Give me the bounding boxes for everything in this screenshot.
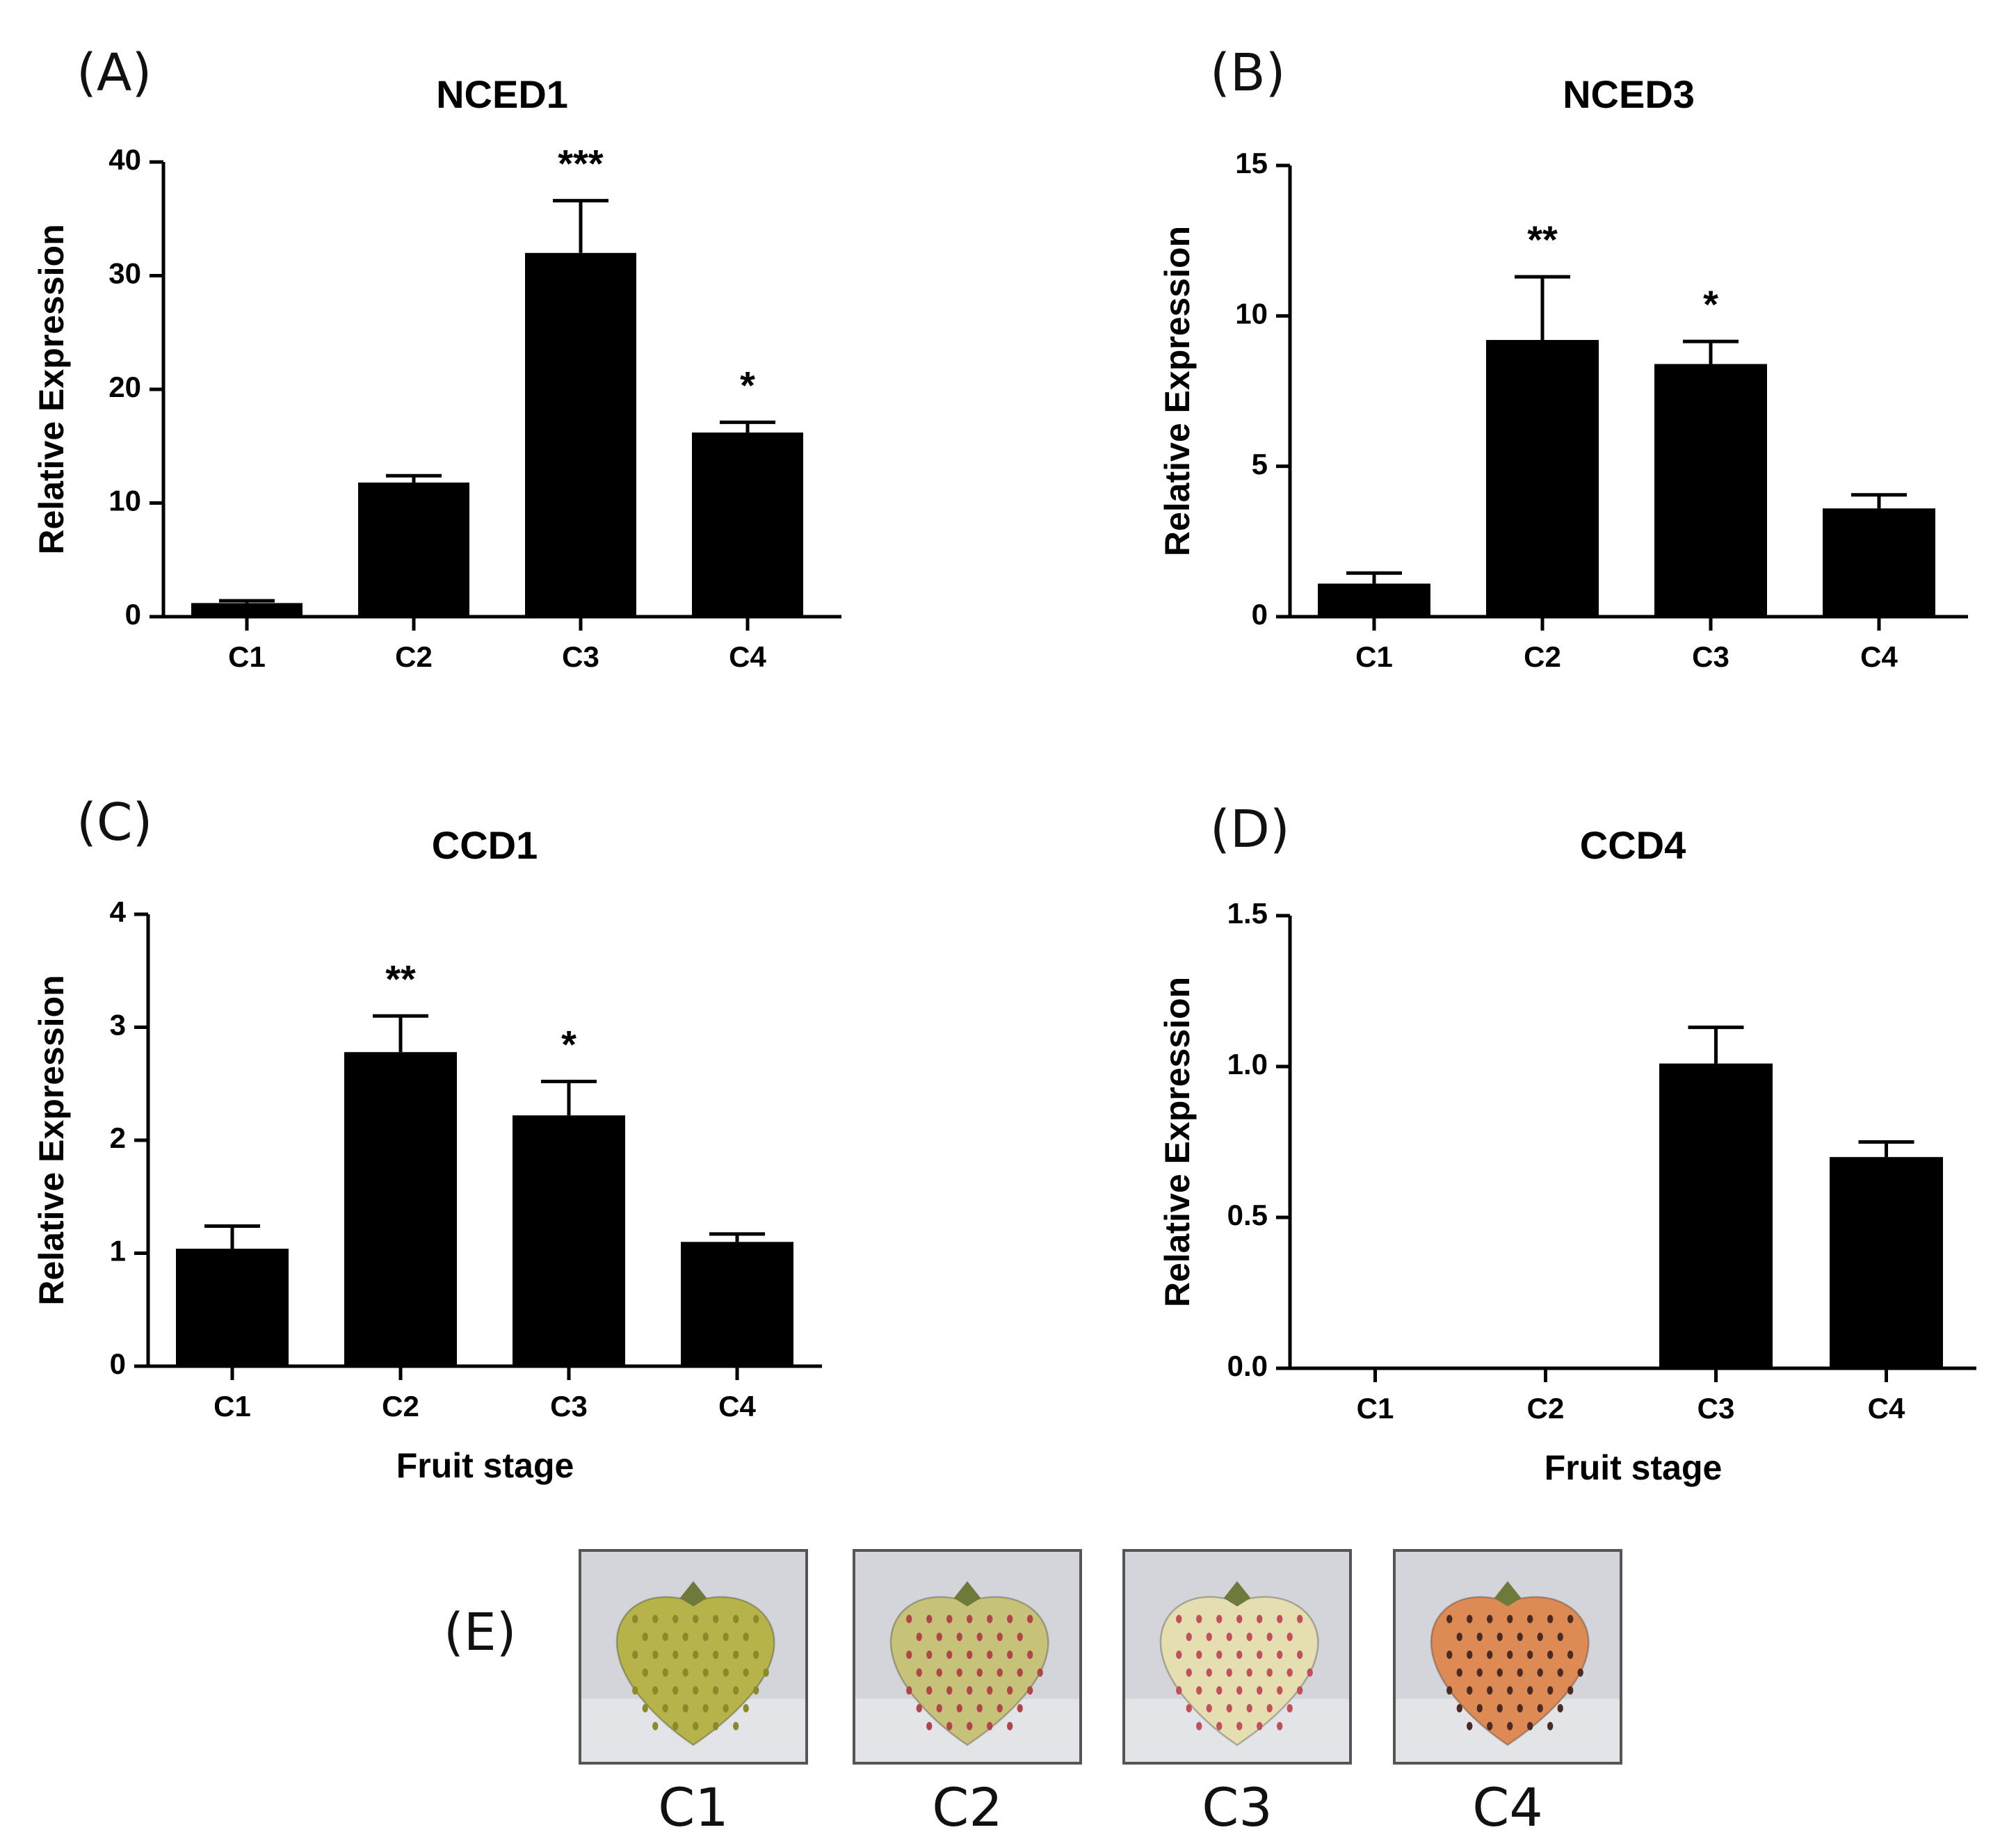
chart-4-y-tick-label: 0.0 xyxy=(1227,1349,1268,1382)
chart-3-x-tick-label: C1 xyxy=(213,1390,251,1423)
panel-label-e: (E) xyxy=(444,1603,517,1662)
chart-2-bar-c2 xyxy=(1486,339,1599,617)
chart-4-bar-c3 xyxy=(1659,1063,1773,1368)
chart-3-bar-c4 xyxy=(681,1242,793,1366)
fruit-photo-c2 xyxy=(853,1549,1082,1765)
chart-2-significance-marker: * xyxy=(1703,282,1718,326)
chart-2-y-tick-label: 5 xyxy=(1252,448,1268,480)
chart-2-x-tick-label: C4 xyxy=(1860,640,1898,673)
chart-3-y-axis-label: Relative Expression xyxy=(32,975,71,1305)
chart-4-y-tick-label: 1.0 xyxy=(1227,1048,1268,1080)
chart-1-bar-c3 xyxy=(525,252,636,617)
chart-1-bar-c2 xyxy=(358,483,469,617)
chart-2-bar-c1 xyxy=(1318,583,1430,617)
chart-1-x-tick-label: C3 xyxy=(562,640,599,673)
chart-2-title: NCED3 xyxy=(1563,72,1695,116)
chart-2-x-tick-label: C1 xyxy=(1355,640,1393,673)
chart-2-x-tick-label: C3 xyxy=(1692,640,1729,673)
chart-4-x-tick-label: C3 xyxy=(1697,1392,1735,1425)
chart-3-y-tick-label: 3 xyxy=(110,1009,126,1041)
fruit-image xyxy=(1396,1552,1620,1762)
chart-3-y-tick-label: 1 xyxy=(110,1235,126,1267)
chart-3-significance-marker: * xyxy=(561,1023,576,1067)
photo-caption: C3 xyxy=(1202,1776,1273,1838)
chart-3-bar-c2 xyxy=(344,1052,457,1366)
chart-4-title: CCD4 xyxy=(1580,823,1686,867)
chart-2-y-tick-label: 10 xyxy=(1235,297,1268,330)
photo-caption: C4 xyxy=(1472,1776,1543,1838)
chart-1-y-tick-label: 20 xyxy=(108,371,141,403)
chart-1-significance-marker: * xyxy=(740,363,755,407)
chart-3-y-tick-label: 0 xyxy=(110,1347,126,1380)
chart-3-y-tick-label: 4 xyxy=(110,895,127,928)
chart-3-title: CCD1 xyxy=(432,823,538,867)
chart-3-bar-c3 xyxy=(513,1115,625,1366)
chart-2-bar-c3 xyxy=(1654,364,1767,617)
chart-1-title: NCED1 xyxy=(436,72,568,116)
chart-1-x-tick-label: C2 xyxy=(395,640,433,673)
fruit-photo-c3 xyxy=(1122,1549,1352,1765)
chart-1-y-axis-label: Relative Expression xyxy=(32,224,71,554)
chart-3-bar-c1 xyxy=(176,1249,289,1366)
chart-1-y-tick-label: 40 xyxy=(108,143,141,176)
chart-1-y-tick-label: 0 xyxy=(125,598,141,631)
photo-caption: C1 xyxy=(658,1776,729,1838)
chart-4-x-tick-label: C1 xyxy=(1357,1392,1394,1425)
fruit-image xyxy=(855,1552,1079,1762)
panel-label-c: (C) xyxy=(76,793,153,852)
chart-3-y-tick-label: 2 xyxy=(110,1121,126,1154)
chart-4-x-axis-label: Fruit stage xyxy=(1545,1448,1723,1487)
chart-1-bar-c1 xyxy=(191,603,303,617)
chart-4-bar-c4 xyxy=(1830,1157,1943,1368)
chart-4-y-tick-label: 0.5 xyxy=(1227,1199,1268,1231)
chart-4-x-tick-label: C2 xyxy=(1527,1392,1565,1425)
fruit-image xyxy=(1125,1552,1349,1762)
fruit-photo-c1 xyxy=(579,1549,808,1765)
fruit-photo-c4 xyxy=(1393,1549,1622,1765)
chart-4-x-tick-label: C4 xyxy=(1868,1392,1905,1425)
chart-3-x-tick-label: C4 xyxy=(718,1390,756,1423)
panel-label-b: (B) xyxy=(1210,43,1286,103)
panel-label-d: (D) xyxy=(1210,800,1290,859)
chart-3-x-tick-label: C2 xyxy=(382,1390,419,1423)
chart-1-y-tick-label: 10 xyxy=(108,485,141,517)
chart-2-y-axis-label: Relative Expression xyxy=(1158,226,1197,556)
fruit-image xyxy=(581,1552,805,1762)
chart-1-bar-c4 xyxy=(692,432,803,617)
photo-caption: C2 xyxy=(932,1776,1003,1838)
chart-2-bar-c4 xyxy=(1823,508,1935,617)
chart-1-x-tick-label: C1 xyxy=(228,640,266,673)
chart-1-y-tick-label: 30 xyxy=(108,257,141,290)
chart-3-x-axis-label: Fruit stage xyxy=(396,1446,574,1485)
chart-2-y-tick-label: 15 xyxy=(1235,147,1268,179)
chart-4-y-tick-label: 1.5 xyxy=(1227,897,1268,930)
chart-3-significance-marker: ** xyxy=(385,957,416,1000)
chart-2-x-tick-label: C2 xyxy=(1524,640,1561,673)
chart-3-x-tick-label: C3 xyxy=(550,1390,588,1423)
chart-1-significance-marker: *** xyxy=(558,142,604,186)
chart-2-significance-marker: ** xyxy=(1527,218,1558,261)
panel-label-a: (A) xyxy=(76,43,152,103)
chart-4-y-axis-label: Relative Expression xyxy=(1158,977,1197,1307)
chart-2-y-tick-label: 0 xyxy=(1252,598,1268,631)
chart-1-x-tick-label: C4 xyxy=(729,640,766,673)
